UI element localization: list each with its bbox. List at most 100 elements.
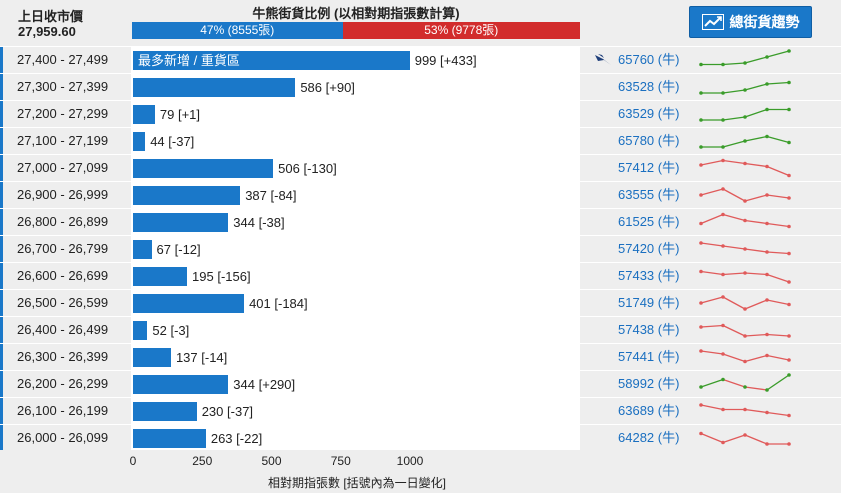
contract-bar <box>133 294 245 313</box>
x-tick-label: 0 <box>129 454 137 468</box>
sparkline-segment <box>700 159 724 166</box>
sparkline-point <box>765 353 769 358</box>
warrant-code-link[interactable]: 63555 (牛) <box>618 187 680 202</box>
sparkline-segment <box>766 135 790 144</box>
table-row: 26,800 - 26,899 344 [-38] 61525 (牛) <box>0 209 841 236</box>
sparkline-point <box>765 332 769 337</box>
bar-value: 67 <box>156 242 172 257</box>
bar-value-label: 344 [+290] <box>233 375 295 394</box>
bear-ratio-segment: 53% (9778張) <box>342 22 580 39</box>
table-row: 26,900 - 26,999 387 [-84] 63555 (牛) <box>0 182 841 209</box>
trend-sparkline <box>699 373 791 392</box>
bar-daily-change: [-184] <box>274 296 308 311</box>
prev-close-value: 27,959.60 <box>18 24 76 39</box>
table-row: 26,200 - 26,299 344 [+290] 58992 (牛) <box>0 371 841 398</box>
warrant-code-link[interactable]: 61525 (牛) <box>618 214 680 229</box>
sparkline-segment <box>744 386 768 391</box>
warrant-code-cell <box>580 209 841 235</box>
sparkline-segment <box>722 324 746 337</box>
sparkline-point <box>765 388 769 392</box>
sparkline-point <box>765 250 769 254</box>
warrant-code-cell <box>580 182 841 208</box>
trend-sparkline <box>699 295 791 311</box>
sparkline-point <box>721 212 725 217</box>
contract-bar <box>133 51 410 70</box>
sparkline-segment <box>722 245 746 250</box>
bar-value-label: 79 [+1] <box>160 105 200 124</box>
sparkline-point <box>787 251 791 256</box>
warrant-code-link[interactable]: 51749 (牛) <box>618 295 680 310</box>
sparkline-point <box>743 61 747 65</box>
warrant-code-link[interactable]: 57441 (牛) <box>618 349 680 364</box>
sparkline-segment <box>722 62 746 66</box>
warrant-code-link[interactable]: 65780 (牛) <box>618 133 680 148</box>
bar-value-label: 44 [-37] <box>150 132 194 151</box>
trend-sparkline <box>699 349 791 364</box>
trend-sparkline <box>699 431 791 446</box>
total-outstanding-trend-button[interactable]: 總街貨趨勢 <box>689 6 812 38</box>
sparkline-point <box>721 158 725 163</box>
bull-bear-ratio-title: 牛熊街貨比例 (以相對期指張數計算) <box>252 6 460 21</box>
warrant-code-link[interactable]: 63689 (牛) <box>618 403 680 418</box>
trend-sparkline <box>699 80 791 95</box>
sparkline-point <box>787 140 791 145</box>
strike-range-label: 26,100 - 26,199 <box>0 398 131 424</box>
strike-range-label: 26,700 - 26,799 <box>0 236 131 262</box>
bar-value: 52 <box>152 323 167 338</box>
bar-daily-change: [-156] <box>217 269 251 284</box>
sparkline-segment <box>744 135 768 142</box>
warrant-code-cell <box>580 236 841 262</box>
sparkline-point <box>787 173 791 178</box>
sparkline-segment <box>744 83 768 91</box>
sparkline-segment <box>744 354 768 363</box>
contract-bar <box>133 267 187 286</box>
sparkline-segment <box>722 213 746 222</box>
sparkline-point <box>721 118 725 122</box>
warrant-code-cell <box>580 101 841 127</box>
sparkline-segment <box>766 333 790 337</box>
strike-range-label: 26,000 - 26,099 <box>0 425 131 451</box>
sparkline-segment <box>766 273 790 283</box>
bar-daily-change: [-37] <box>168 134 195 149</box>
bar-value-label: 52 [-3] <box>152 321 189 340</box>
sparkline-point <box>743 271 747 275</box>
sparkline-point <box>699 431 703 436</box>
sparkline-segment <box>700 270 724 276</box>
bar-daily-change: [-3] <box>170 323 190 338</box>
contract-bar <box>133 159 274 178</box>
strike-range-label: 26,900 - 26,999 <box>0 182 131 208</box>
warrant-code-cell <box>580 317 841 343</box>
sparkline-point <box>787 413 791 418</box>
sparkline-point <box>721 272 725 277</box>
sparkline-segment <box>744 219 768 225</box>
x-tick-label: 250 <box>192 454 213 468</box>
bar-daily-change: [+90] <box>325 80 355 95</box>
sparkline-point <box>721 323 725 328</box>
sparkline-segment <box>722 159 746 165</box>
trend-sparkline <box>699 269 791 284</box>
sparkline-point <box>699 193 703 197</box>
bar-value-label: 586 [+90] <box>300 78 355 97</box>
bar-value: 263 <box>210 431 233 446</box>
warrant-code-link[interactable]: 57420 (牛) <box>618 241 680 256</box>
warrant-code-link[interactable]: 63529 (牛) <box>618 106 680 121</box>
sparkline-segment <box>744 56 768 64</box>
sparkline-point <box>721 244 725 248</box>
contract-bar <box>133 213 229 232</box>
bar-value: 401 <box>249 296 271 311</box>
warrant-code-link[interactable]: 63528 (牛) <box>618 79 680 94</box>
sparkline-point <box>743 385 747 389</box>
sparkline-point <box>787 80 791 85</box>
trend-sparkline <box>699 107 791 122</box>
warrant-code-link[interactable]: 57438 (牛) <box>618 322 680 337</box>
sparkline-point <box>765 164 769 169</box>
warrant-code-link[interactable]: 57412 (牛) <box>618 160 680 175</box>
warrant-code-link[interactable]: 57433 (牛) <box>618 268 680 283</box>
warrant-code-cell <box>580 128 841 154</box>
warrant-code-link[interactable]: 64282 (牛) <box>618 430 680 445</box>
bar-value: 44 <box>150 134 165 149</box>
warrant-code-link[interactable]: 58992 (牛) <box>618 376 680 391</box>
sparkline-point <box>743 359 747 364</box>
warrant-code-link[interactable]: 65760 (牛) <box>618 52 680 67</box>
bar-daily-change: [+290] <box>258 377 296 392</box>
